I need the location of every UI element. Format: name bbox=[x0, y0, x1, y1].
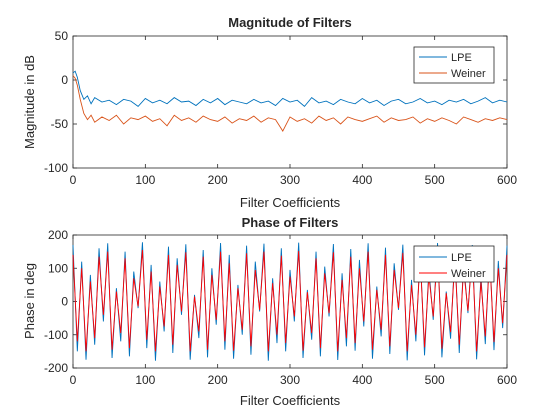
phase-x-tick-label: 400 bbox=[352, 373, 372, 387]
magnitude-legend-box bbox=[413, 46, 495, 84]
magnitude-y-tick-label: -100 bbox=[44, 161, 68, 175]
magnitude-title: Magnitude of Filters bbox=[228, 15, 352, 30]
phase-y-tick-label: 100 bbox=[48, 261, 68, 275]
phase-y-tick-label: -200 bbox=[44, 361, 68, 375]
phase-x-tick-label: 300 bbox=[280, 373, 300, 387]
magnitude-x-tick-label: 500 bbox=[425, 173, 445, 187]
phase-y-tick-label: -100 bbox=[44, 328, 68, 342]
phase-y-label: Phase in deg bbox=[22, 263, 37, 339]
magnitude-y-ticks: -100 -50 0 50 bbox=[44, 29, 507, 175]
magnitude-legend-label-lpe: LPE bbox=[451, 52, 472, 64]
phase-legend-label-lpe: LPE bbox=[451, 252, 472, 264]
phase-series-line-weiner bbox=[72, 249, 508, 352]
magnitude-x-label: Filter Coefficients bbox=[240, 195, 341, 210]
magnitude-series-line-weiner bbox=[72, 75, 508, 132]
magnitude-x-tick-label: 100 bbox=[135, 173, 155, 187]
magnitude-x-tick-label: 600 bbox=[497, 173, 517, 187]
magnitude-x-tick-label: 400 bbox=[352, 173, 372, 187]
magnitude-y-tick-label: 0 bbox=[61, 73, 68, 87]
phase-legend-label-weiner: Weiner bbox=[451, 268, 486, 280]
phase-subplot: Phase of Filters -200 -100 0 100 200 0 100 200… bbox=[22, 215, 517, 408]
phase-x-tick-label: 500 bbox=[425, 373, 445, 387]
phase-y-ticks: -200 -100 0 100 200 bbox=[44, 228, 507, 375]
magnitude-legend-label-weiner: Weiner bbox=[451, 68, 486, 80]
magnitude-y-tick-label: 50 bbox=[55, 29, 69, 43]
phase-series-lines bbox=[72, 242, 508, 361]
phase-legend: LPE Weiner bbox=[413, 245, 495, 283]
magnitude-series-lines bbox=[72, 70, 508, 132]
phase-legend-box bbox=[413, 245, 495, 283]
phase-x-tick-label: 600 bbox=[497, 373, 517, 387]
phase-x-ticks: 0 100 200 300 400 500 600 bbox=[70, 235, 517, 387]
phase-x-tick-label: 200 bbox=[208, 373, 228, 387]
magnitude-subplot: Magnitude of Filters -100 -50 0 50 0 100 200 3… bbox=[22, 15, 517, 210]
phase-y-tick-label: 200 bbox=[48, 228, 68, 242]
phase-y-tick-label: 0 bbox=[61, 295, 68, 309]
magnitude-legend: LPE Weiner bbox=[413, 46, 495, 84]
magnitude-y-label: Magnitude in dB bbox=[22, 55, 37, 149]
magnitude-series-line-lpe bbox=[72, 70, 508, 108]
magnitude-y-tick-label: -50 bbox=[51, 117, 69, 131]
magnitude-x-tick-label: 0 bbox=[70, 173, 77, 187]
magnitude-x-tick-label: 300 bbox=[280, 173, 300, 187]
phase-x-tick-label: 0 bbox=[70, 373, 77, 387]
magnitude-x-ticks: 0 100 200 300 400 500 600 bbox=[70, 36, 517, 187]
phase-title: Phase of Filters bbox=[242, 215, 339, 230]
phase-x-label: Filter Coefficients bbox=[240, 393, 341, 408]
phase-x-tick-label: 100 bbox=[135, 373, 155, 387]
magnitude-x-tick-label: 200 bbox=[208, 173, 228, 187]
